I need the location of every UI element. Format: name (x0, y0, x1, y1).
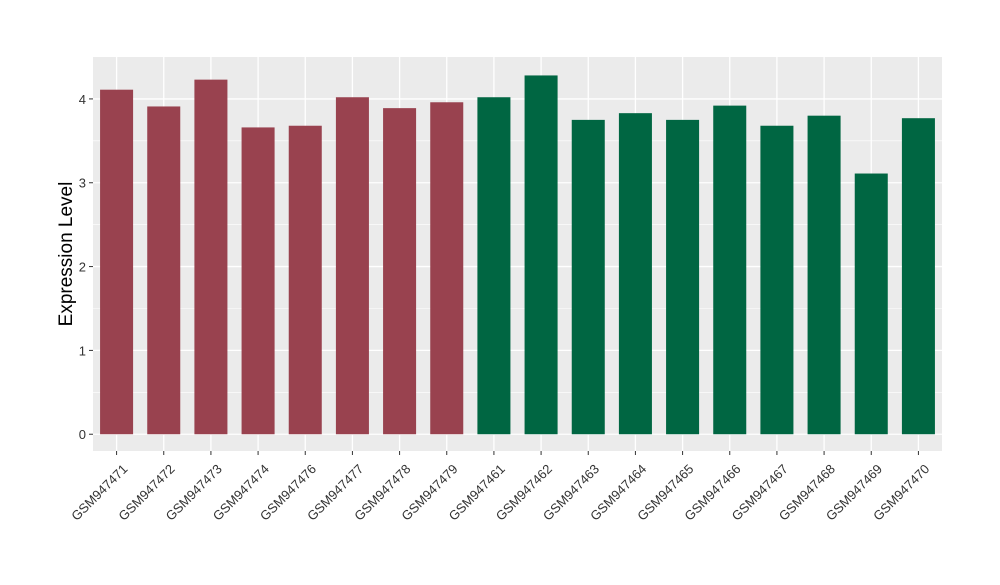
y-axis: 0 1 2 3 4 (79, 92, 93, 442)
bar-GSM947468 (807, 115, 841, 435)
bar-GSM947465 (666, 119, 700, 435)
y-tick-label: 1 (79, 343, 86, 358)
minor-gridlines (93, 140, 942, 393)
bar-GSM947479 (430, 102, 464, 435)
y-tick-label: 0 (79, 427, 86, 442)
bar-GSM947473 (194, 79, 228, 435)
bar-GSM947462 (524, 75, 558, 435)
x-axis: GSM947471GSM947472GSM947473GSM947474GSM9… (68, 451, 932, 524)
bar-GSM947467 (760, 125, 794, 435)
bar-GSM947478 (383, 108, 417, 435)
bar-GSM947477 (335, 97, 369, 435)
y-axis-label: Expression Level (56, 182, 77, 327)
bar-GSM947466 (713, 105, 747, 435)
bar-GSM947463 (571, 119, 605, 435)
bar-GSM947474 (241, 127, 275, 435)
bar-GSM947469 (854, 173, 888, 435)
y-tick-label: 3 (79, 176, 86, 191)
bars (100, 75, 935, 435)
bar-GSM947476 (288, 125, 322, 435)
plot-panel (93, 57, 942, 451)
bar-GSM947470 (901, 118, 935, 435)
y-tick-label: 2 (79, 260, 86, 275)
bar-GSM947464 (618, 113, 652, 435)
bar-GSM947461 (477, 97, 511, 435)
y-tick-label: 4 (79, 92, 86, 107)
bar-GSM947472 (147, 106, 181, 435)
bar-GSM947471 (100, 89, 134, 435)
